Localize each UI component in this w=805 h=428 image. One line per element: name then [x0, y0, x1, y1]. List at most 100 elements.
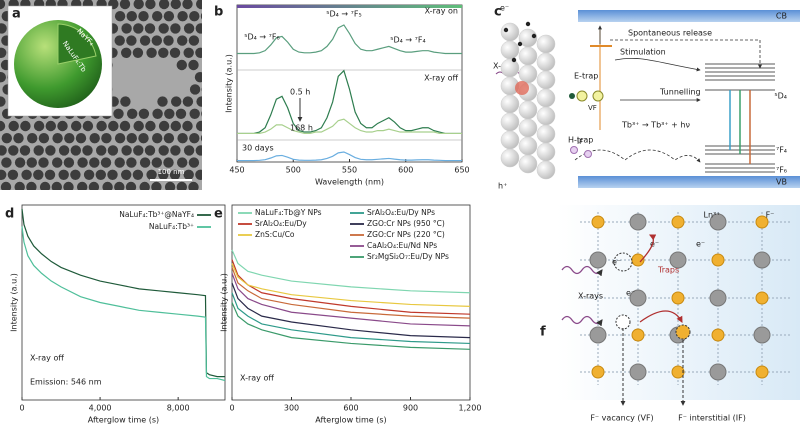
- nanoparticle: [71, 120, 82, 132]
- nanoparticle: [121, 169, 132, 180]
- h-trap-site: [570, 146, 578, 154]
- nanoparticle: [139, 157, 151, 168]
- nanoparticle: [58, 145, 70, 156]
- nanoparticle: [207, 145, 217, 155]
- nanoparticle: [209, 48, 219, 58]
- nanoparticle: [151, 35, 162, 46]
- x-tick-label: 1,200: [459, 404, 482, 413]
- nanoparticle: [88, 181, 100, 190]
- nanoparticle: [196, 0, 202, 10]
- tb-ion: [569, 93, 575, 99]
- nanoparticle: [8, 145, 19, 156]
- nanoparticle: [52, 157, 63, 168]
- lattice-ball: [500, 94, 520, 114]
- nanoparticle: [70, 169, 81, 180]
- nanoparticle: [132, 169, 144, 180]
- nanoparticle: [189, 11, 200, 22]
- hole-hop: [574, 149, 701, 163]
- nanoparticle: [95, 169, 107, 180]
- hole-label: h⁺: [498, 182, 507, 191]
- nanoparticle: [0, 169, 7, 180]
- nanoparticle: [188, 35, 200, 46]
- nanoparticle: [163, 11, 175, 22]
- lattice-ball: [536, 70, 556, 90]
- nanoparticle: [126, 133, 137, 144]
- nanoparticle: [133, 120, 144, 132]
- nanoparticle: [163, 157, 174, 168]
- series-line: [237, 118, 462, 135]
- nanoparticle: [27, 133, 38, 144]
- nanoparticle: [7, 169, 19, 180]
- nanoparticle: [170, 145, 181, 156]
- nanoparticle: [214, 35, 224, 45]
- interstitial: [675, 324, 691, 340]
- h-trap-site: [584, 150, 592, 158]
- nanoparticle: [77, 157, 88, 168]
- nanoparticle: [38, 133, 50, 144]
- nanoparticle: [1, 157, 12, 168]
- nanoparticle: [188, 157, 200, 168]
- legend-label: NaLuF₄:Tb@Y NPs: [255, 208, 322, 217]
- series-line: [231, 267, 471, 319]
- nanoparticle: [107, 145, 119, 156]
- lanthanide-ion: [629, 363, 647, 381]
- nanoparticle: [13, 133, 24, 144]
- lattice-ball: [518, 100, 538, 120]
- conduction-band: [578, 10, 800, 22]
- x-tick-label: 600: [398, 166, 413, 175]
- trap: [613, 252, 633, 272]
- nanoparticle: [152, 108, 163, 120]
- nanoparticle: [201, 87, 202, 92]
- nanoparticle: [169, 169, 181, 180]
- electron: [525, 21, 531, 27]
- nanoparticle: [139, 35, 151, 46]
- level-label: ⁷F₆: [776, 166, 787, 175]
- nanoparticle: [107, 169, 118, 180]
- nanoparticle: [208, 121, 218, 131]
- stimulation-arrow: [614, 57, 701, 72]
- nanoparticle: [200, 134, 202, 142]
- nanoparticle: [33, 145, 44, 156]
- lanthanide-ion: [709, 289, 727, 307]
- nanoparticle: [102, 181, 113, 190]
- fluoride-ion: [671, 215, 685, 229]
- lattice-ball: [518, 46, 538, 66]
- tunnelling-label: Tunnelling: [659, 88, 701, 97]
- plot-frame: [21, 204, 226, 401]
- trap-site: [576, 90, 588, 102]
- nanoparticle: [20, 120, 31, 132]
- nanoparticle: [195, 169, 202, 180]
- nanoparticle: [126, 157, 137, 168]
- interstitial-label: IF: [577, 138, 583, 146]
- legend-label: ZGO:Cr NPs (950 °C): [367, 219, 445, 228]
- nanoparticle: [33, 169, 44, 180]
- nanoparticle: [182, 96, 194, 107]
- nanoparticle: [177, 35, 188, 46]
- lanthanide-ion: [669, 251, 687, 269]
- nanoparticle: [64, 133, 75, 144]
- nanoparticle: [132, 47, 144, 58]
- x-tick-label: 550: [342, 166, 357, 175]
- electron-label: e⁻: [626, 289, 635, 298]
- plot-frame: [236, 4, 463, 163]
- nanoparticle: [202, 157, 212, 167]
- lattice-ball: [536, 88, 556, 108]
- nanoparticle: [83, 169, 95, 180]
- nanoparticle: [195, 145, 202, 156]
- nanoparticle: [138, 11, 149, 22]
- lattice-ball: [536, 160, 556, 180]
- series-line: [231, 282, 471, 339]
- nanoparticle: [188, 59, 199, 71]
- nanoparticle: [183, 145, 195, 156]
- lattice-ball: [500, 22, 520, 42]
- nanoparticle: [158, 169, 169, 180]
- nanoparticle: [108, 120, 119, 132]
- xray-bar: [237, 5, 462, 8]
- stimulation-label: Stimulation: [620, 48, 666, 57]
- series-label: 168 h: [290, 124, 313, 133]
- nanoparticle: [144, 23, 156, 34]
- lanthanide-ion: [709, 213, 727, 231]
- nanoparticle: [163, 35, 174, 46]
- nanoparticle: [0, 181, 12, 190]
